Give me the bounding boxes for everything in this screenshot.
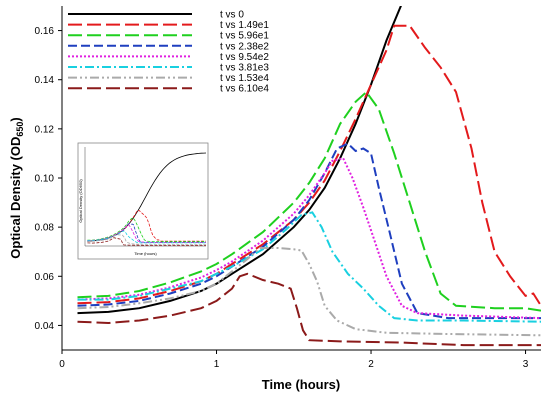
legend-label-5: t vs 3.81e3 [220,63,269,74]
inset-y-axis-title: Optical Density (OD650) [78,179,83,223]
y-tick-label-0: 0.04 [35,321,55,332]
y-axis-title-main: Optical Density (OD [8,137,23,259]
series-line-0 [77,6,402,315]
legend-label-4: t vs 9.54e2 [220,52,269,63]
inset-chart: Time (hours) Optical Density (OD650) [77,142,209,260]
x-tick-label-2: 2 [368,359,374,370]
y-tick-label-2: 0.08 [35,223,55,234]
legend-label-2: t vs 5.96e1 [220,31,269,42]
y-tick-label-3: 0.10 [35,174,55,185]
legend-label-1: t vs 1.49e1 [220,20,269,31]
legend-label-3: t vs 2.38e2 [220,41,269,52]
series-line-4 [77,157,541,320]
y-axis-title-close: ) [8,117,23,121]
series-line-2 [77,90,541,312]
inset-series-line-4 [87,224,206,243]
y-tick-label-5: 0.14 [35,75,55,86]
inset-series-line-2 [87,217,206,243]
x-tick-label-0: 0 [59,359,65,370]
inset-series-line-7 [87,237,206,246]
legend-label-0: t vs 0 [220,10,244,21]
legend-label-6: t vs 1.53e4 [220,73,269,84]
x-tick-label-1: 1 [214,359,220,370]
x-axis-title: Time (hours) [262,377,341,392]
series-line-6 [77,247,541,337]
inset-series-line-6 [87,234,206,245]
series-line-7 [77,272,541,347]
inset-series-line-5 [87,230,206,244]
x-tick-label-3: 3 [523,359,529,370]
series-line-3 [77,142,541,320]
plot-area [77,6,541,347]
legend-label-7: t vs 6.10e4 [220,84,269,95]
y-tick-label-4: 0.12 [35,124,55,135]
y-tick-label-1: 0.06 [35,272,55,283]
y-axis-title: Optical Density (OD650) [8,117,25,258]
axes: 0 1 2 3 0.04 0.06 0.08 0.10 0.12 0.14 0.16 [35,6,541,370]
y-axis-title-subscript: 650 [15,122,25,137]
y-tick-label-6: 0.16 [35,26,55,37]
inset-x-axis-title: Time (hours) [134,251,157,256]
